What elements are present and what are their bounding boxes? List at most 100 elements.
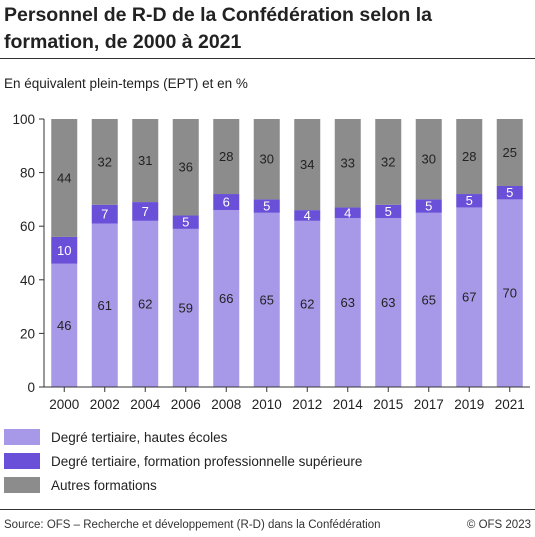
data-label: 6: [223, 195, 230, 210]
y-tick-label: 0: [27, 380, 35, 395]
data-label: 32: [381, 154, 395, 169]
bar-segment: [456, 194, 483, 208]
x-tick-label: 2006: [171, 397, 201, 412]
bar-segment: [91, 223, 118, 387]
data-label: 61: [98, 298, 112, 313]
bar-segment: [172, 228, 199, 387]
data-label: 30: [422, 152, 436, 167]
bar-segment: [51, 263, 78, 387]
legend-label: Degré tertiaire, hautes écoles: [51, 429, 228, 445]
x-tick-label: 2017: [414, 397, 444, 412]
x-tick-label: 2015: [373, 397, 403, 412]
bar-segment: [91, 119, 118, 205]
bar-segment: [294, 210, 321, 221]
bars-group: [51, 119, 523, 387]
data-label: 70: [503, 286, 517, 301]
bar-segment: [213, 194, 240, 211]
data-label: 65: [422, 292, 436, 307]
bar-segment: [334, 218, 361, 387]
source-note: Source: OFS – Recherche et développement…: [4, 519, 381, 531]
bar-segment: [415, 119, 442, 200]
data-label: 63: [341, 295, 355, 310]
bar-segment: [496, 119, 523, 186]
bar-segment: [132, 220, 159, 387]
data-label: 44: [57, 170, 71, 185]
bar-segment: [456, 207, 483, 387]
chart-subtitle: En équivalent plein-temps (EPT) et en %: [4, 76, 248, 91]
x-tick-label: 2000: [49, 397, 79, 412]
data-label: 62: [138, 296, 152, 311]
legend-label: Autres formations: [51, 477, 157, 493]
footer-divider: [0, 509, 535, 510]
value-labels-group: 4610446173262731595366662865530624346343…: [57, 145, 517, 333]
data-label: 67: [462, 290, 476, 305]
legend-swatch: [4, 429, 40, 445]
title-divider: [0, 58, 535, 59]
y-tick-label: 60: [20, 219, 35, 234]
legend-item: Degré tertiaire, hautes écoles: [4, 425, 362, 449]
bar-segment: [496, 199, 523, 387]
bar-segment: [213, 119, 240, 195]
bar-segment: [294, 119, 321, 211]
data-label: 32: [98, 154, 112, 169]
data-label: 46: [57, 318, 71, 333]
legend-label: Degré tertiaire, formation professionnel…: [51, 453, 363, 469]
x-tick-label: 2012: [292, 397, 322, 412]
bar-segment: [51, 236, 78, 264]
data-label: 28: [219, 149, 233, 164]
chart-title: Personnel de R-D de la Confédération sel…: [4, 4, 433, 53]
bar-segment: [334, 119, 361, 208]
data-label: 36: [179, 160, 193, 175]
chart-legend: Degré tertiaire, hautes écoles Degré tert…: [4, 425, 362, 497]
data-label: 62: [300, 296, 314, 311]
stacked-bar-chart: 4610446173262731595366662865530624346343…: [12, 112, 530, 412]
data-label: 5: [506, 185, 513, 200]
x-tick-label: 2010: [252, 397, 282, 412]
x-tick-label: 2021: [495, 397, 525, 412]
copyright-note: © OFS 2023: [466, 519, 531, 531]
data-label: 5: [263, 199, 270, 214]
bar-segment: [415, 199, 442, 213]
data-label: 63: [381, 295, 395, 310]
bar-segment: [375, 218, 402, 387]
x-tick-label: 2002: [90, 397, 120, 412]
x-tick-label: 2004: [130, 397, 161, 412]
data-label: 10: [57, 243, 71, 258]
bar-segment: [213, 210, 240, 387]
bar-segment: [253, 212, 280, 387]
data-label: 65: [260, 292, 274, 307]
data-label: 31: [138, 153, 152, 168]
legend-item: Autres formations: [4, 473, 362, 497]
data-label: 34: [300, 157, 314, 172]
x-tick-label: 2008: [211, 397, 241, 412]
data-label: 5: [182, 215, 189, 230]
legend-swatch: [4, 477, 40, 493]
bar-segment: [294, 220, 321, 387]
data-label: 66: [219, 291, 233, 306]
bar-segment: [132, 202, 159, 221]
data-label: 5: [466, 193, 473, 208]
data-label: 30: [260, 152, 274, 167]
data-label: 28: [462, 149, 476, 164]
data-label: 25: [503, 145, 517, 160]
bar-segment: [91, 204, 118, 224]
data-label: 59: [179, 300, 193, 315]
x-tick-label: 2019: [454, 397, 484, 412]
y-tick-label: 20: [20, 326, 35, 341]
legend-item: Degré tertiaire, formation professionnel…: [4, 449, 362, 473]
legend-swatch: [4, 453, 40, 469]
bar-segment: [132, 119, 159, 203]
bar-segment: [334, 207, 361, 219]
bar-segment: [253, 119, 280, 200]
data-label: 5: [425, 199, 432, 214]
axes-group: 2000 2002 2004 2006 2008 2010 2012 2014 2015 2017…: [12, 112, 530, 412]
bar-segment: [172, 215, 199, 229]
y-tick-label: 40: [20, 273, 35, 288]
y-tick-label: 100: [12, 112, 35, 127]
data-label: 5: [385, 204, 392, 219]
bar-segment: [456, 119, 483, 195]
bar-segment: [415, 212, 442, 387]
bar-segment: [375, 119, 402, 205]
x-tick-label: 2014: [333, 397, 364, 412]
bar-segment: [496, 186, 523, 200]
